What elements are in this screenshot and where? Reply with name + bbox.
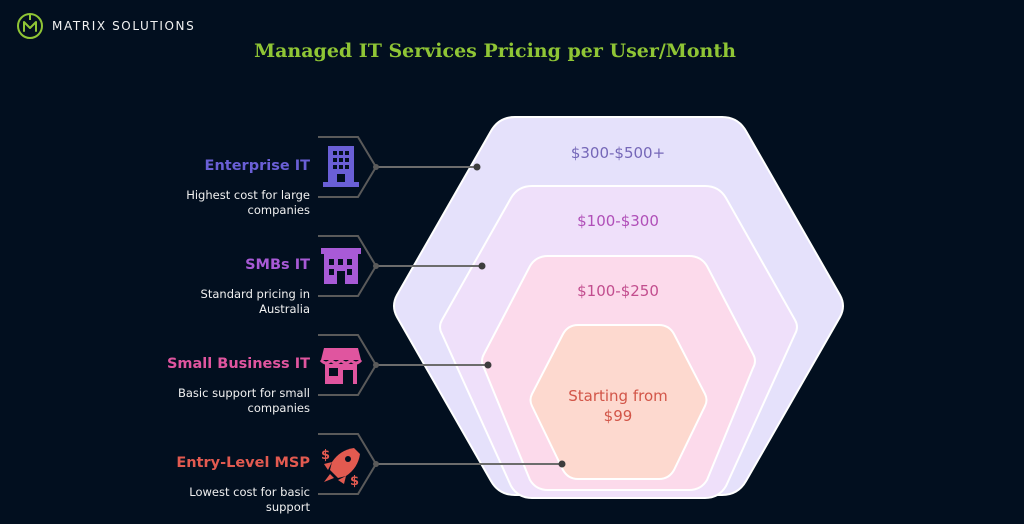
tier-label-small-business: Small Business IT xyxy=(166,356,310,372)
tier-desc-small-business-line1: Basic support for small xyxy=(177,386,310,400)
tier-desc-small-business: Basic support for small companies xyxy=(130,386,310,416)
hexagon-entry-level xyxy=(529,324,708,480)
tier-desc-smb: Standard pricing in Australia xyxy=(130,287,310,317)
tier-desc-enterprise: Highest cost for large companies xyxy=(130,188,310,218)
connector-start-small-business xyxy=(373,362,379,368)
tier-desc-enterprise-line1: Highest cost for large xyxy=(186,188,310,202)
tier-desc-small-business-line2: companies xyxy=(247,401,310,415)
matrix-logo-icon xyxy=(17,13,43,39)
svg-text:$: $ xyxy=(321,448,330,463)
price-smb: $100-$300 xyxy=(577,212,659,230)
storefront-building-icon xyxy=(321,248,361,284)
shop-awning-icon xyxy=(319,348,363,384)
connector-start-enterprise xyxy=(373,164,379,170)
tier-label-enterprise: Enterprise IT xyxy=(204,158,310,174)
price-entry-level: Starting from $99 xyxy=(538,386,698,426)
tier-desc-enterprise-line2: companies xyxy=(247,203,310,217)
price-entry-level-line2: $99 xyxy=(603,407,633,425)
connector-dot-smb xyxy=(478,262,486,270)
connector-dot-enterprise xyxy=(473,163,481,171)
tier-desc-smb-line1: Standard pricing in xyxy=(200,287,310,301)
connector-start-entry-level xyxy=(373,461,379,467)
page-title: Managed IT Services Pricing per User/Mon… xyxy=(254,40,736,62)
tier-desc-entry-level-line1: Lowest cost for basic xyxy=(189,485,310,499)
connector-dot-entry-level xyxy=(558,460,566,468)
tier-desc-smb-line2: Australia xyxy=(259,302,310,316)
svg-text:$: $ xyxy=(350,474,359,489)
brand-name: MATRIX SOLUTIONS xyxy=(52,19,196,33)
tier-label-entry-level: Entry-Level MSP xyxy=(176,455,310,471)
tier-desc-entry-level: Lowest cost for basic support xyxy=(130,485,310,515)
price-entry-level-line1: Starting from xyxy=(568,387,668,405)
office-building-icon xyxy=(323,146,359,187)
connector-dot-small-business xyxy=(484,361,492,369)
tier-desc-entry-level-line2: support xyxy=(265,500,310,514)
tier-label-smb: SMBs IT xyxy=(245,257,310,273)
price-small-business: $100-$250 xyxy=(577,282,659,300)
rocket-dollar-icon: $ $ xyxy=(321,448,360,489)
brand-logo: MATRIX SOLUTIONS xyxy=(16,12,195,40)
price-enterprise: $300-$500+ xyxy=(570,144,666,162)
connector-start-smb xyxy=(373,263,379,269)
